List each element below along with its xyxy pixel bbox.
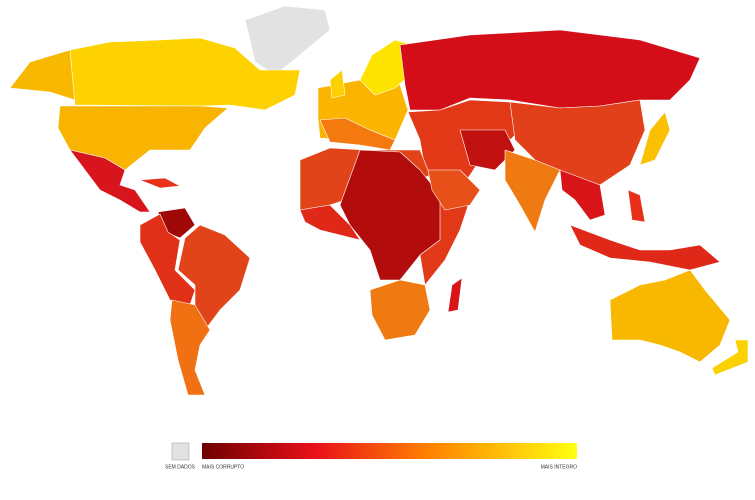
- region: [609, 269, 731, 363]
- region: [559, 169, 606, 221]
- region: [627, 189, 646, 223]
- region: [139, 177, 181, 189]
- region: [319, 117, 396, 151]
- region: [69, 149, 151, 213]
- region: [427, 169, 481, 211]
- region: [9, 49, 76, 101]
- region: [244, 5, 331, 76]
- region: [447, 277, 463, 313]
- legend-label: SEM DADOS: [165, 464, 196, 470]
- region: [299, 204, 361, 241]
- region: [504, 149, 561, 233]
- region: [177, 224, 251, 331]
- legend: SEM DADOS MAIS CORRUPTO MAIS ÍNTEGRO: [165, 442, 578, 470]
- legend-label: MAIS ÍNTEGRO: [541, 463, 578, 470]
- region: [569, 224, 721, 271]
- region: [329, 69, 346, 99]
- region: [399, 29, 701, 111]
- color-scale: [202, 443, 577, 459]
- region: [57, 105, 229, 171]
- legend-label: MAIS CORRUPTO: [202, 464, 244, 470]
- region: [711, 339, 749, 376]
- no-data-swatch: [171, 442, 190, 461]
- region: [639, 111, 671, 166]
- countries: [9, 5, 749, 396]
- region: [169, 299, 211, 396]
- region: [369, 279, 431, 341]
